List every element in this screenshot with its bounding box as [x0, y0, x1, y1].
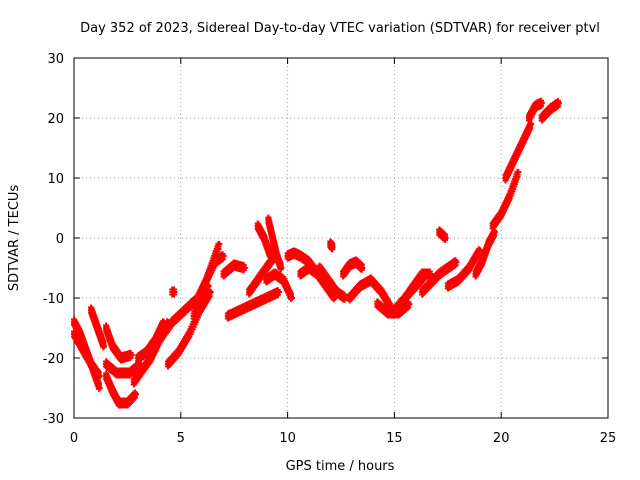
series-arc-17 — [224, 287, 283, 322]
y-tick-label: -30 — [43, 412, 64, 427]
x-tick-label: 10 — [279, 431, 296, 446]
series-arc-8 — [135, 318, 167, 364]
series-arc-2 — [71, 328, 103, 381]
data-point — [329, 244, 336, 250]
data-point — [171, 289, 178, 295]
data-point — [96, 373, 103, 379]
data-point — [405, 304, 412, 311]
data-point — [100, 343, 107, 349]
series-arc-18 — [263, 268, 295, 302]
data-points — [71, 97, 562, 409]
series-arc-11 — [156, 281, 212, 346]
series-arc-4 — [103, 370, 139, 409]
y-tick-label: -20 — [43, 352, 64, 367]
data-point — [241, 265, 248, 271]
series-arc-13 — [194, 251, 227, 304]
data-point — [528, 121, 535, 127]
data-point — [278, 265, 285, 271]
data-point — [491, 229, 498, 235]
y-tick-label: 20 — [47, 112, 64, 127]
data-point — [538, 100, 545, 106]
series-arc-33 — [489, 168, 522, 232]
x-axis-label: GPS time / hours — [286, 459, 395, 474]
series-arc-31 — [444, 246, 483, 292]
chart-title: Day 352 of 2023, Sidereal Day-to-day VTE… — [80, 21, 600, 36]
data-point — [476, 247, 483, 253]
y-tick-label: 0 — [56, 232, 64, 247]
data-point — [132, 391, 139, 397]
data-point — [427, 271, 434, 277]
x-tick-label: 0 — [70, 431, 78, 446]
data-point — [96, 385, 103, 391]
data-point — [216, 241, 223, 247]
series-arc-30 — [436, 226, 449, 243]
series-arc-32 — [472, 227, 498, 280]
series-arc-29 — [419, 257, 460, 298]
series-arc-28 — [402, 268, 434, 304]
data-point — [453, 259, 460, 265]
data-point — [475, 251, 482, 258]
x-tick-label: 15 — [386, 431, 403, 446]
axis-ticks: 0 5 10 15 20 25 -30 -20 -10 0 10 20 30 — [43, 52, 617, 446]
data-point — [160, 319, 167, 325]
x-tick-label: 5 — [177, 431, 185, 446]
series-arc-34 — [502, 120, 535, 184]
series-arc-25 — [346, 274, 396, 314]
series-arc-10 — [164, 288, 214, 370]
data-point — [359, 265, 366, 271]
series-arc-3 — [88, 304, 107, 351]
y-tick-label: -10 — [43, 292, 64, 307]
series-arc-6 — [103, 358, 144, 379]
data-point — [276, 289, 283, 295]
series-arc-36 — [538, 98, 562, 124]
series-arc-5 — [103, 322, 135, 364]
x-tick-label: 20 — [493, 431, 510, 446]
series-arc-9 — [169, 286, 178, 298]
data-point — [220, 253, 227, 259]
data-point — [442, 235, 449, 241]
y-tick-label: 30 — [47, 52, 64, 67]
data-point — [406, 301, 413, 307]
y-tick-label: 10 — [47, 172, 64, 187]
series-arc-22 — [316, 262, 349, 303]
data-point — [555, 100, 562, 106]
data-point — [515, 169, 522, 175]
data-point — [274, 292, 281, 299]
y-axis-label: SDTVAR / TECUs — [7, 185, 22, 292]
series-arc-16 — [254, 220, 274, 260]
series-arc-24 — [340, 256, 366, 280]
data-point — [206, 293, 213, 300]
series-arc-14 — [220, 259, 248, 280]
data-point — [207, 289, 214, 295]
grid — [74, 58, 608, 418]
x-tick-label: 25 — [600, 431, 617, 446]
series-arc-19 — [265, 214, 285, 273]
data-point — [128, 352, 135, 358]
data-point — [267, 253, 274, 259]
series-arc-35 — [525, 97, 545, 124]
data-point — [288, 295, 295, 301]
series-arc-23 — [327, 238, 336, 253]
